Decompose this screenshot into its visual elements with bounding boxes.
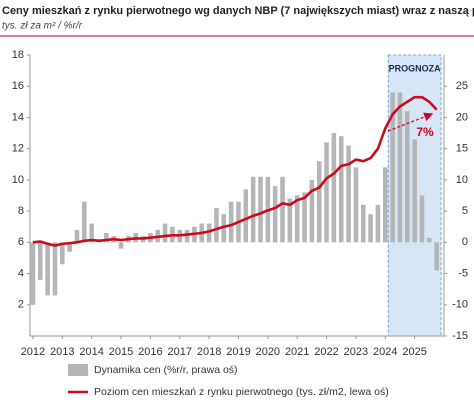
x-tick-label: 2021	[285, 346, 309, 358]
x-tick-label: 2020	[256, 346, 280, 358]
bar	[228, 201, 234, 243]
bar	[368, 214, 373, 243]
bar	[280, 176, 285, 243]
bar	[316, 161, 322, 243]
x-tick-label: 2023	[344, 346, 368, 358]
bar	[309, 179, 315, 243]
bar	[118, 242, 124, 249]
y-tick-label: 16	[12, 80, 24, 92]
y-tick-label: 14	[12, 111, 24, 123]
bar	[360, 204, 366, 243]
x-tick-label: 2013	[50, 346, 74, 358]
annotation-arrow	[387, 112, 434, 132]
y-tick-label: 8	[18, 205, 24, 217]
y2-tick-label: 20	[456, 111, 468, 123]
bar	[30, 242, 36, 305]
y-tick-label: 12	[12, 143, 24, 155]
x-tick-label: 2015	[109, 346, 133, 358]
bar	[419, 195, 425, 243]
x-tick-label: 2025	[402, 346, 426, 358]
bar	[52, 242, 58, 296]
bar	[383, 167, 388, 243]
bar	[104, 232, 109, 243]
legend-swatch	[68, 364, 88, 376]
bar	[294, 195, 300, 243]
bar	[82, 201, 87, 243]
bar	[45, 242, 50, 296]
bar	[214, 207, 219, 243]
x-tick-label: 2016	[138, 346, 162, 358]
bar	[272, 186, 278, 243]
y2-tick-label: -5	[458, 267, 468, 279]
y2-tick-label: -15	[452, 330, 468, 342]
bar	[434, 242, 439, 271]
y2-tick-label: 5	[462, 205, 468, 217]
bar	[206, 223, 212, 243]
chart-title: Ceny mieszkań z rynku pierwotnego wg dan…	[2, 5, 474, 17]
line	[32, 95, 438, 247]
y2-tick-label: 0	[462, 236, 468, 248]
chart-subtitle: tys. zł za m² / %r/r	[2, 21, 83, 32]
x-tick-label: 2024	[373, 346, 397, 358]
bar	[427, 237, 432, 243]
x-tick-label: 2014	[79, 346, 103, 358]
x-tick-label: 2017	[168, 346, 192, 358]
bar	[338, 136, 344, 243]
x-tick-label: 2012	[21, 346, 45, 358]
annotation-label: 7%	[416, 125, 434, 139]
legend-label: Poziom cen mieszkań z rynku pierwotnego …	[94, 386, 389, 398]
bar	[331, 133, 337, 243]
y-tick-label: 2	[18, 299, 24, 311]
bar	[375, 204, 381, 243]
x-tick-label: 2018	[197, 346, 221, 358]
bar	[67, 242, 72, 252]
y2-tick-label: 10	[456, 174, 468, 186]
bar	[258, 176, 263, 243]
y2-tick-label: 15	[456, 143, 468, 155]
bar	[412, 139, 417, 243]
bar	[162, 223, 168, 243]
bar	[302, 192, 307, 243]
y-tick-label: 10	[12, 174, 24, 186]
bar	[221, 214, 227, 243]
bar	[38, 242, 43, 280]
bar	[184, 229, 190, 243]
bar	[390, 92, 395, 243]
forecast-label: PROGNOZA	[389, 63, 442, 73]
bar	[397, 92, 403, 243]
bar	[353, 167, 359, 243]
x-tick-label: 2022	[314, 346, 338, 358]
y-tick-label: 18	[12, 49, 24, 61]
bar	[324, 142, 329, 243]
bar	[89, 223, 94, 243]
bar	[346, 145, 351, 243]
legend-label: Dynamika cen (%r/r, prawa oś)	[94, 364, 238, 376]
bar	[250, 176, 256, 243]
x-tick-label: 2019	[226, 346, 250, 358]
bar	[243, 189, 249, 243]
bar	[60, 242, 65, 265]
y-tick-label: 6	[18, 236, 24, 248]
y2-tick-label: -10	[452, 299, 468, 311]
bar	[287, 198, 293, 243]
bar	[74, 229, 80, 243]
y-tick-label: 4	[18, 267, 24, 279]
bar	[405, 111, 410, 243]
y2-tick-label: 25	[456, 80, 468, 92]
